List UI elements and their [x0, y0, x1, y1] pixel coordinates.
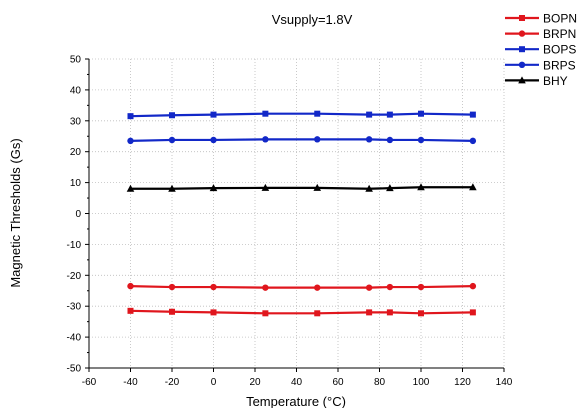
data-point-brps: [469, 137, 477, 145]
data-point-brps: [417, 136, 425, 144]
x-tick-label: -40: [123, 377, 138, 388]
legend-label-bops: BOPS: [543, 43, 576, 57]
y-tick-label: 20: [70, 147, 82, 158]
data-point-bopn: [262, 310, 269, 317]
data-point-brps: [210, 136, 217, 144]
legend-marker-bhy: [518, 76, 526, 84]
legend-label-brpn: BRPN: [543, 27, 576, 41]
y-tick-label: 50: [70, 55, 82, 66]
x-tick-label: 20: [249, 377, 261, 388]
y-tick-label: 40: [70, 85, 82, 96]
legend-label-bhy: BHY: [543, 74, 568, 88]
data-point-bhy: [261, 183, 270, 191]
x-tick-label: 80: [374, 377, 386, 388]
data-point-bopn: [169, 308, 175, 315]
legend-marker-brps: [518, 61, 526, 68]
series-bops: [127, 110, 476, 120]
data-point-bopn: [386, 309, 393, 316]
data-point-brps: [262, 136, 269, 143]
series-bopn: [127, 307, 476, 317]
data-point-brps: [386, 136, 394, 144]
y-tick-label: -10: [67, 240, 82, 251]
y-tick-label: -50: [67, 364, 82, 375]
data-point-bopn: [366, 309, 373, 316]
data-point-bhy: [365, 184, 373, 192]
data-point-brpn: [417, 283, 425, 291]
legend-label-brps: BRPS: [543, 58, 576, 72]
series-brpn: [127, 282, 477, 291]
legend-marker-brpn: [518, 30, 526, 37]
grid: [89, 58, 505, 368]
data-point-bopn: [314, 310, 321, 317]
data-point-bopn: [210, 309, 217, 316]
data-point-bops: [418, 110, 424, 117]
x-tick-label: 120: [454, 377, 471, 388]
data-point-bhy: [126, 184, 135, 192]
legend-marker-bops: [519, 46, 525, 53]
series-layer: [126, 110, 477, 317]
data-point-bops: [366, 111, 373, 118]
data-point-brpn: [210, 283, 217, 291]
legend-item-bhy: BHY: [505, 74, 568, 88]
data-point-brpn: [365, 284, 373, 291]
y-tick-label: 10: [70, 178, 82, 189]
data-point-bops: [314, 110, 321, 117]
legend-item-brps: BRPS: [505, 58, 576, 72]
data-point-bhy: [417, 183, 425, 191]
data-point-brpn: [386, 283, 394, 291]
legend-item-brpn: BRPN: [505, 27, 576, 41]
legend-item-bops: BOPS: [505, 43, 576, 57]
data-point-bops: [127, 113, 134, 120]
x-tick-label: 60: [332, 377, 344, 388]
data-point-bhy: [469, 183, 477, 191]
x-tick-label: -60: [82, 377, 97, 388]
data-point-bops: [469, 111, 476, 118]
data-point-brps: [365, 136, 373, 143]
data-point-brps: [168, 136, 176, 144]
data-point-brpn: [469, 282, 477, 290]
data-point-brpn: [314, 284, 321, 291]
data-point-brps: [127, 137, 134, 145]
legend-label-bopn: BOPN: [543, 12, 577, 26]
y-tick-label: -30: [67, 302, 82, 313]
y-axis-title: Magnetic Thresholds (Gs): [8, 138, 23, 287]
x-tick-label: -20: [165, 377, 180, 388]
data-point-brpn: [262, 284, 269, 291]
series-brps: [127, 136, 477, 145]
data-point-brpn: [127, 282, 134, 290]
data-point-bops: [210, 111, 217, 118]
legend-item-bopn: BOPN: [505, 12, 577, 26]
data-point-brpn: [168, 283, 176, 291]
x-tick-label: 0: [211, 377, 217, 388]
legend-marker-bopn: [519, 15, 525, 21]
series-bhy: [126, 183, 477, 192]
data-point-bopn: [127, 307, 134, 314]
y-tick-label: 30: [70, 116, 82, 127]
data-point-bhy: [168, 184, 176, 192]
y-tick-label: -20: [67, 271, 82, 282]
y-tick-label: 0: [75, 209, 81, 220]
data-point-bops: [386, 111, 393, 118]
x-tick-label: 100: [413, 377, 430, 388]
data-point-bops: [169, 112, 175, 119]
chart-title: Vsupply=1.8V: [272, 12, 353, 27]
data-point-bopn: [418, 310, 424, 317]
data-point-bhy: [209, 184, 218, 192]
axes: -60 -40 -20 0 20 40 60 80 100 120 140-50-40-30-20-…: [67, 55, 513, 389]
data-point-bhy: [313, 183, 322, 191]
x-tick-label: 140: [496, 377, 513, 388]
x-axis-title: Temperature (°C): [246, 394, 346, 408]
data-point-brps: [314, 136, 321, 143]
x-tick-label: 40: [291, 377, 303, 388]
y-tick-label: -40: [67, 333, 82, 344]
data-point-bops: [262, 110, 269, 117]
data-point-bhy: [386, 184, 394, 192]
data-point-bopn: [469, 309, 476, 316]
